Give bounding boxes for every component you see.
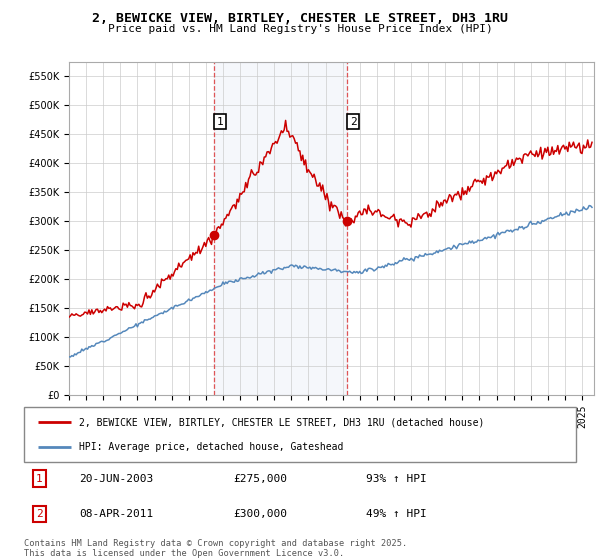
Text: 49% ↑ HPI: 49% ↑ HPI: [366, 508, 427, 519]
Text: HPI: Average price, detached house, Gateshead: HPI: Average price, detached house, Gate…: [79, 442, 344, 451]
Text: £300,000: £300,000: [234, 508, 288, 519]
Text: 1: 1: [36, 474, 43, 484]
Text: Price paid vs. HM Land Registry's House Price Index (HPI): Price paid vs. HM Land Registry's House …: [107, 24, 493, 34]
Text: 2: 2: [36, 508, 43, 519]
Text: 08-APR-2011: 08-APR-2011: [79, 508, 154, 519]
Text: 93% ↑ HPI: 93% ↑ HPI: [366, 474, 427, 484]
Text: 20-JUN-2003: 20-JUN-2003: [79, 474, 154, 484]
Text: 2, BEWICKE VIEW, BIRTLEY, CHESTER LE STREET, DH3 1RU: 2, BEWICKE VIEW, BIRTLEY, CHESTER LE STR…: [92, 12, 508, 25]
Text: Contains HM Land Registry data © Crown copyright and database right 2025.
This d: Contains HM Land Registry data © Crown c…: [24, 539, 407, 558]
Text: £275,000: £275,000: [234, 474, 288, 484]
Text: 1: 1: [217, 116, 223, 127]
Bar: [214, 62, 347, 395]
Text: 2, BEWICKE VIEW, BIRTLEY, CHESTER LE STREET, DH3 1RU (detached house): 2, BEWICKE VIEW, BIRTLEY, CHESTER LE STR…: [79, 418, 485, 427]
Text: 2: 2: [350, 116, 356, 127]
FancyBboxPatch shape: [24, 407, 576, 462]
